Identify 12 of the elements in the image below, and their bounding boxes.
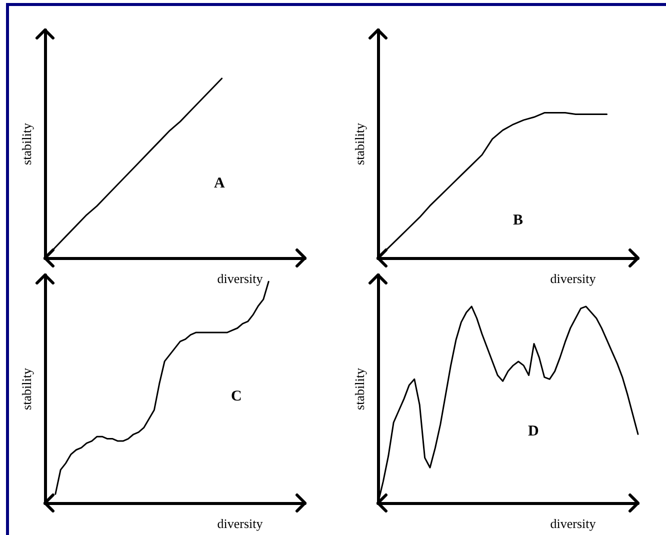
y-axis-title: stability [19,368,34,410]
annotation: B [513,212,524,228]
x-axis-title: diversity [217,271,264,286]
annotation: A [214,176,225,192]
x-axis-title: diversity [217,516,264,531]
x-axis-title: diversity [550,271,596,286]
x-axis-title: diversity [550,516,596,531]
y-axis-title: stability [352,368,367,410]
y-axis-title: stability [352,122,367,165]
annotation: D [528,424,539,440]
annotation: C [231,388,242,404]
y-axis-title: stability [19,122,34,165]
